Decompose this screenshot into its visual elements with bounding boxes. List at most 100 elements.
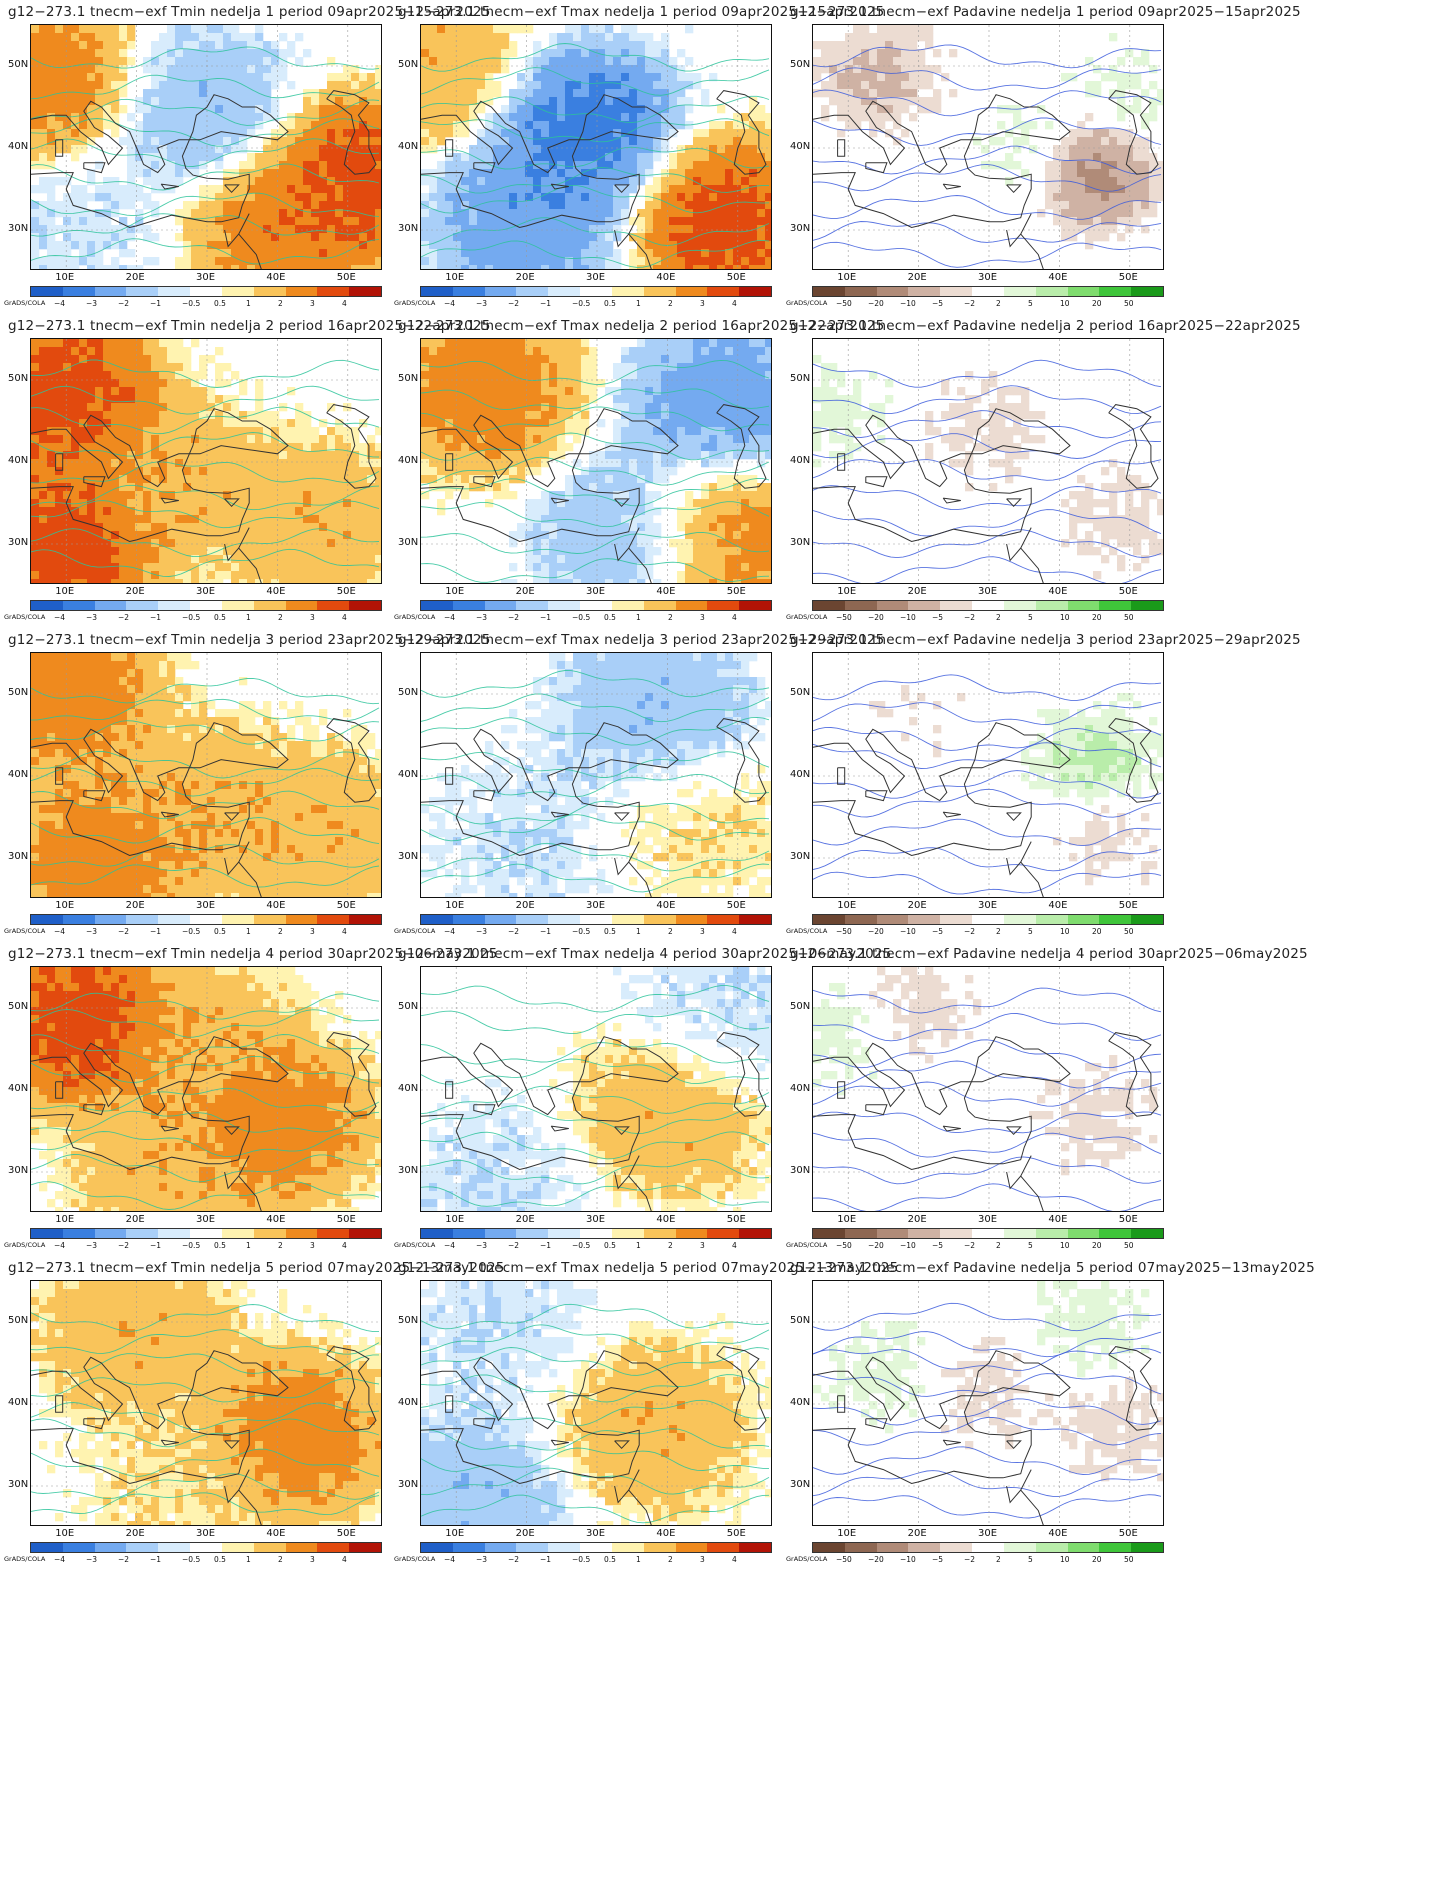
anomaly-cell <box>311 241 320 250</box>
anomaly-cell <box>39 499 48 508</box>
colorbar-swatch <box>707 287 740 296</box>
anomaly-cell <box>541 97 550 106</box>
anomaly-cell <box>103 539 112 548</box>
anomaly-cell <box>1013 161 1022 170</box>
anomaly-cell <box>533 185 542 194</box>
anomaly-cell <box>485 113 494 122</box>
anomaly-cell <box>255 467 264 476</box>
anomaly-cell <box>613 435 622 444</box>
anomaly-cell <box>191 89 200 98</box>
anomaly-cell <box>629 185 638 194</box>
anomaly-cell <box>581 339 590 348</box>
anomaly-cell <box>87 137 96 146</box>
anomaly-cell <box>645 395 654 404</box>
anomaly-cell <box>231 25 240 34</box>
anomaly-cell <box>55 25 64 34</box>
anomaly-cell <box>87 33 96 42</box>
anomaly-cell <box>95 379 104 388</box>
anomaly-cell <box>501 169 510 178</box>
anomaly-cell <box>247 257 256 266</box>
anomaly-cell <box>143 411 152 420</box>
anomaly-cell <box>717 201 726 210</box>
contour-line <box>813 163 1162 192</box>
anomaly-cell <box>87 387 96 396</box>
anomaly-cell <box>493 371 502 380</box>
anomaly-cell <box>55 241 64 250</box>
anomaly-cell <box>917 73 926 82</box>
anomaly-cell <box>119 363 128 372</box>
anomaly-cell <box>869 81 878 90</box>
anomaly-cell <box>685 355 694 364</box>
anomaly-cell <box>653 81 662 90</box>
anomaly-cell <box>565 241 574 250</box>
anomaly-cell <box>263 257 272 266</box>
anomaly-cell <box>541 347 550 356</box>
anomaly-cell <box>111 515 120 524</box>
anomaly-cell <box>557 73 566 82</box>
anomaly-cell <box>453 475 462 484</box>
anomaly-cell <box>453 57 462 66</box>
anomaly-cell <box>1125 129 1134 138</box>
anomaly-cell <box>661 419 670 428</box>
anomaly-cell <box>685 169 694 178</box>
anomaly-cell <box>79 113 88 122</box>
anomaly-cell <box>343 169 352 178</box>
anomaly-cell <box>31 153 40 162</box>
anomaly-cell <box>757 113 766 122</box>
anomaly-cell <box>893 113 902 122</box>
anomaly-cell <box>87 523 96 532</box>
anomaly-cell <box>231 435 240 444</box>
colorbar-swatch <box>158 601 191 610</box>
anomaly-cell <box>701 499 710 508</box>
anomaly-cell <box>453 411 462 420</box>
anomaly-cell <box>549 113 558 122</box>
anomaly-cell <box>47 491 56 500</box>
anomaly-cell <box>909 73 918 82</box>
anomaly-cell <box>95 491 104 500</box>
panel-title: g12−273.1 tnecm−exf Tmin nedelja 1 perio… <box>8 4 491 20</box>
anomaly-cell <box>119 507 128 516</box>
anomaly-cell <box>31 185 40 194</box>
anomaly-cell <box>223 411 232 420</box>
anomaly-cell <box>525 97 534 106</box>
anomaly-cell <box>239 241 248 250</box>
anomaly-cell <box>877 105 886 114</box>
anomaly-cell <box>119 347 128 356</box>
anomaly-cell <box>335 265 344 269</box>
anomaly-cell <box>893 57 902 66</box>
anomaly-cell <box>549 257 558 266</box>
anomaly-cell <box>207 499 216 508</box>
anomaly-cell <box>909 57 918 66</box>
anomaly-cell <box>517 395 526 404</box>
anomaly-cell <box>47 427 56 436</box>
anomaly-cell <box>63 491 72 500</box>
anomaly-cell <box>263 265 272 269</box>
anomaly-cell <box>661 177 670 186</box>
anomaly-cell <box>63 217 72 226</box>
anomaly-cell <box>111 177 120 186</box>
contour-line <box>421 217 770 246</box>
anomaly-cell <box>311 515 320 524</box>
anomaly-cell <box>485 347 494 356</box>
anomaly-cell <box>71 371 80 380</box>
anomaly-cell <box>247 65 256 74</box>
anomaly-cell <box>55 419 64 428</box>
anomaly-cell <box>87 475 96 484</box>
anomaly-cell <box>693 249 702 258</box>
anomaly-cell <box>223 539 232 548</box>
anomaly-cell <box>335 217 344 226</box>
anomaly-cell <box>327 257 336 266</box>
anomaly-cell <box>39 217 48 226</box>
anomaly-cell <box>733 169 742 178</box>
anomaly-cell <box>557 347 566 356</box>
anomaly-cell <box>231 217 240 226</box>
anomaly-cell <box>437 113 446 122</box>
anomaly-cell <box>581 49 590 58</box>
anomaly-cell <box>709 347 718 356</box>
anomaly-cell <box>351 193 360 202</box>
anomaly-cell <box>565 531 574 540</box>
anomaly-cell <box>853 113 862 122</box>
anomaly-cell <box>335 523 344 532</box>
anomaly-cell <box>453 363 462 372</box>
anomaly-cell <box>605 515 614 524</box>
